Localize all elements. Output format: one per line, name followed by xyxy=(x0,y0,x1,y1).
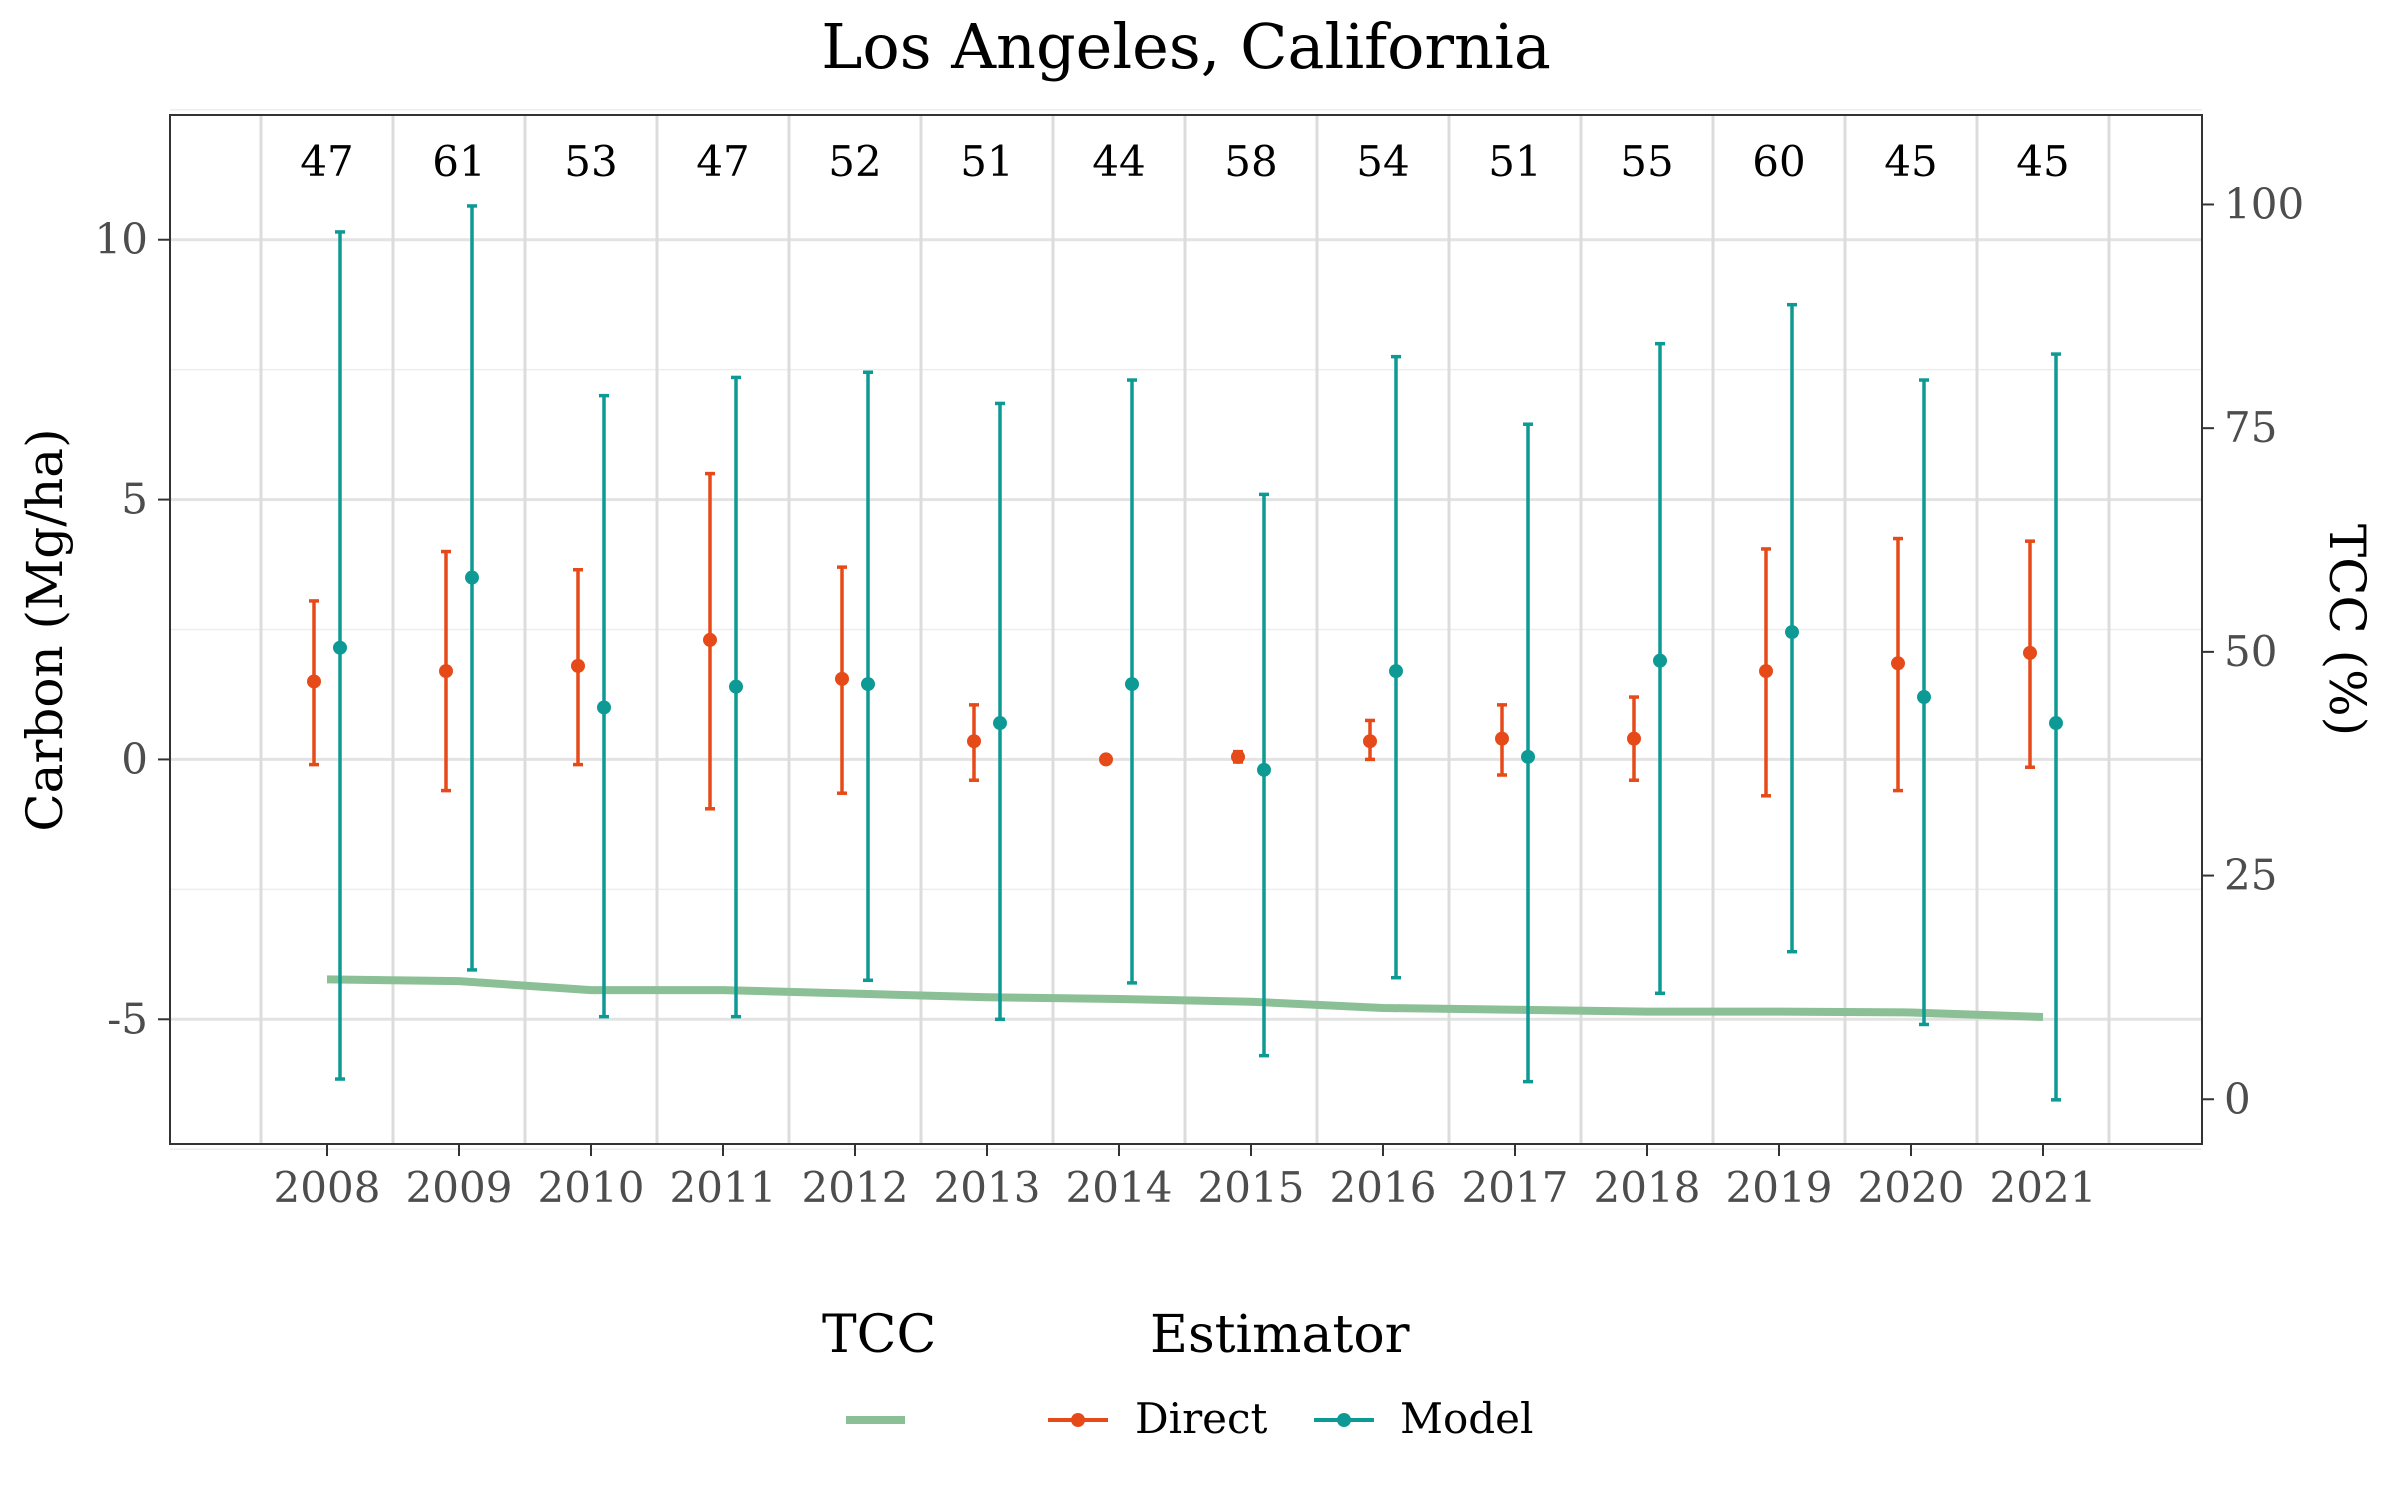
x-tick-label: 2017 xyxy=(1462,1163,1569,1212)
model-point xyxy=(1785,625,1799,640)
x-axis: 2008 2009 2010 2011 2012 2013 2014 2015 2016 2017… xyxy=(274,1144,2097,1212)
x-tick-label: 2019 xyxy=(1726,1163,1833,1212)
sample-size-label: 44 xyxy=(1092,137,1145,186)
direct-point xyxy=(1891,656,1905,671)
model-point xyxy=(1125,677,1139,692)
model-point xyxy=(1917,690,1931,705)
sample-size-label: 58 xyxy=(1224,137,1277,186)
direct-point xyxy=(2023,645,2037,660)
y2-tick-label: 25 xyxy=(2224,851,2277,900)
direct-point xyxy=(1627,731,1641,746)
model-point xyxy=(597,700,611,715)
sample-size-label: 53 xyxy=(564,137,617,186)
y-tick-label: 10 xyxy=(95,215,148,264)
model-point xyxy=(1521,749,1535,764)
y-axis-left: -5 0 5 10 xyxy=(95,215,170,1043)
x-tick-label: 2009 xyxy=(406,1163,513,1212)
chart-title: Los Angeles, California xyxy=(821,10,1551,83)
x-tick-label: 2015 xyxy=(1198,1163,1305,1212)
x-tick-label: 2021 xyxy=(1990,1163,2097,1212)
sample-size-labels: 47 61 53 47 52 51 44 58 54 51 55 60 45 45 xyxy=(300,137,2069,186)
y-axis-label: Carbon (Mg/ha) xyxy=(16,428,74,831)
tcc-series-line xyxy=(326,975,2044,1021)
y-tick-label: 0 xyxy=(121,734,148,783)
y2-tick-label: 50 xyxy=(2224,627,2277,676)
y-tick-label: -5 xyxy=(107,994,148,1043)
legend: TCC Estimator Direct Model xyxy=(822,1305,1533,1443)
legend-key-direct-point xyxy=(1071,1413,1085,1427)
y-axis-right: 0 25 50 75 100 xyxy=(2202,179,2304,1123)
sample-size-label: 52 xyxy=(828,137,881,186)
plot-panel-border xyxy=(169,114,2203,1145)
direct-point xyxy=(835,671,849,686)
x-tick-label: 2010 xyxy=(538,1163,645,1212)
direct-point xyxy=(1495,731,1509,746)
sample-size-label: 45 xyxy=(1884,137,1937,186)
legend-title-tcc: TCC xyxy=(822,1305,936,1365)
x-tick-label: 2014 xyxy=(1066,1163,1173,1212)
direct-point xyxy=(439,664,453,679)
x-tick-label: 2011 xyxy=(670,1163,777,1212)
x-tick-label: 2020 xyxy=(1858,1163,1965,1212)
model-point xyxy=(2049,716,2063,731)
legend-label-direct: Direct xyxy=(1135,1394,1268,1443)
y-tick-label: 5 xyxy=(121,475,148,524)
direct-point xyxy=(571,658,585,673)
y-axis-label-right: TCC (%) xyxy=(2318,524,2376,736)
sample-size-label: 61 xyxy=(432,137,485,186)
legend-title-estimator: Estimator xyxy=(1150,1305,1410,1365)
direct-point xyxy=(1363,734,1377,749)
sample-size-label: 51 xyxy=(960,137,1013,186)
tcc-line-layer xyxy=(326,975,2044,1021)
direct-point xyxy=(1099,752,1113,767)
model-point xyxy=(861,677,875,692)
model-point xyxy=(1389,664,1403,679)
direct-point xyxy=(967,734,981,749)
y2-tick-label: 0 xyxy=(2224,1074,2251,1123)
sample-size-label: 60 xyxy=(1752,137,1805,186)
model-point xyxy=(333,640,347,655)
grid-lines xyxy=(170,109,2202,1150)
model-point xyxy=(993,716,1007,731)
x-tick-label: 2016 xyxy=(1330,1163,1437,1212)
sample-size-label: 54 xyxy=(1356,137,1409,186)
legend-key-model-point xyxy=(1337,1413,1351,1427)
y2-tick-label: 75 xyxy=(2224,403,2277,452)
x-tick-label: 2013 xyxy=(934,1163,1041,1212)
sample-size-label: 47 xyxy=(696,137,749,186)
model-point xyxy=(465,570,479,585)
direct-point xyxy=(1231,749,1245,764)
model-point xyxy=(1653,653,1667,668)
model-point xyxy=(1257,762,1271,777)
sample-size-label: 45 xyxy=(2016,137,2069,186)
direct-point xyxy=(1759,664,1773,679)
y2-tick-label: 100 xyxy=(2224,179,2304,228)
x-tick-label: 2018 xyxy=(1594,1163,1701,1212)
x-tick-label: 2008 xyxy=(274,1163,381,1212)
sample-size-label: 55 xyxy=(1620,137,1673,186)
x-tick-label: 2012 xyxy=(802,1163,909,1212)
legend-label-model: Model xyxy=(1400,1394,1533,1443)
direct-point xyxy=(703,632,717,647)
sample-size-label: 47 xyxy=(300,137,353,186)
model-point xyxy=(729,679,743,694)
sample-size-label: 51 xyxy=(1488,137,1541,186)
error-bars-layer xyxy=(307,204,2063,1102)
direct-point xyxy=(307,674,321,689)
